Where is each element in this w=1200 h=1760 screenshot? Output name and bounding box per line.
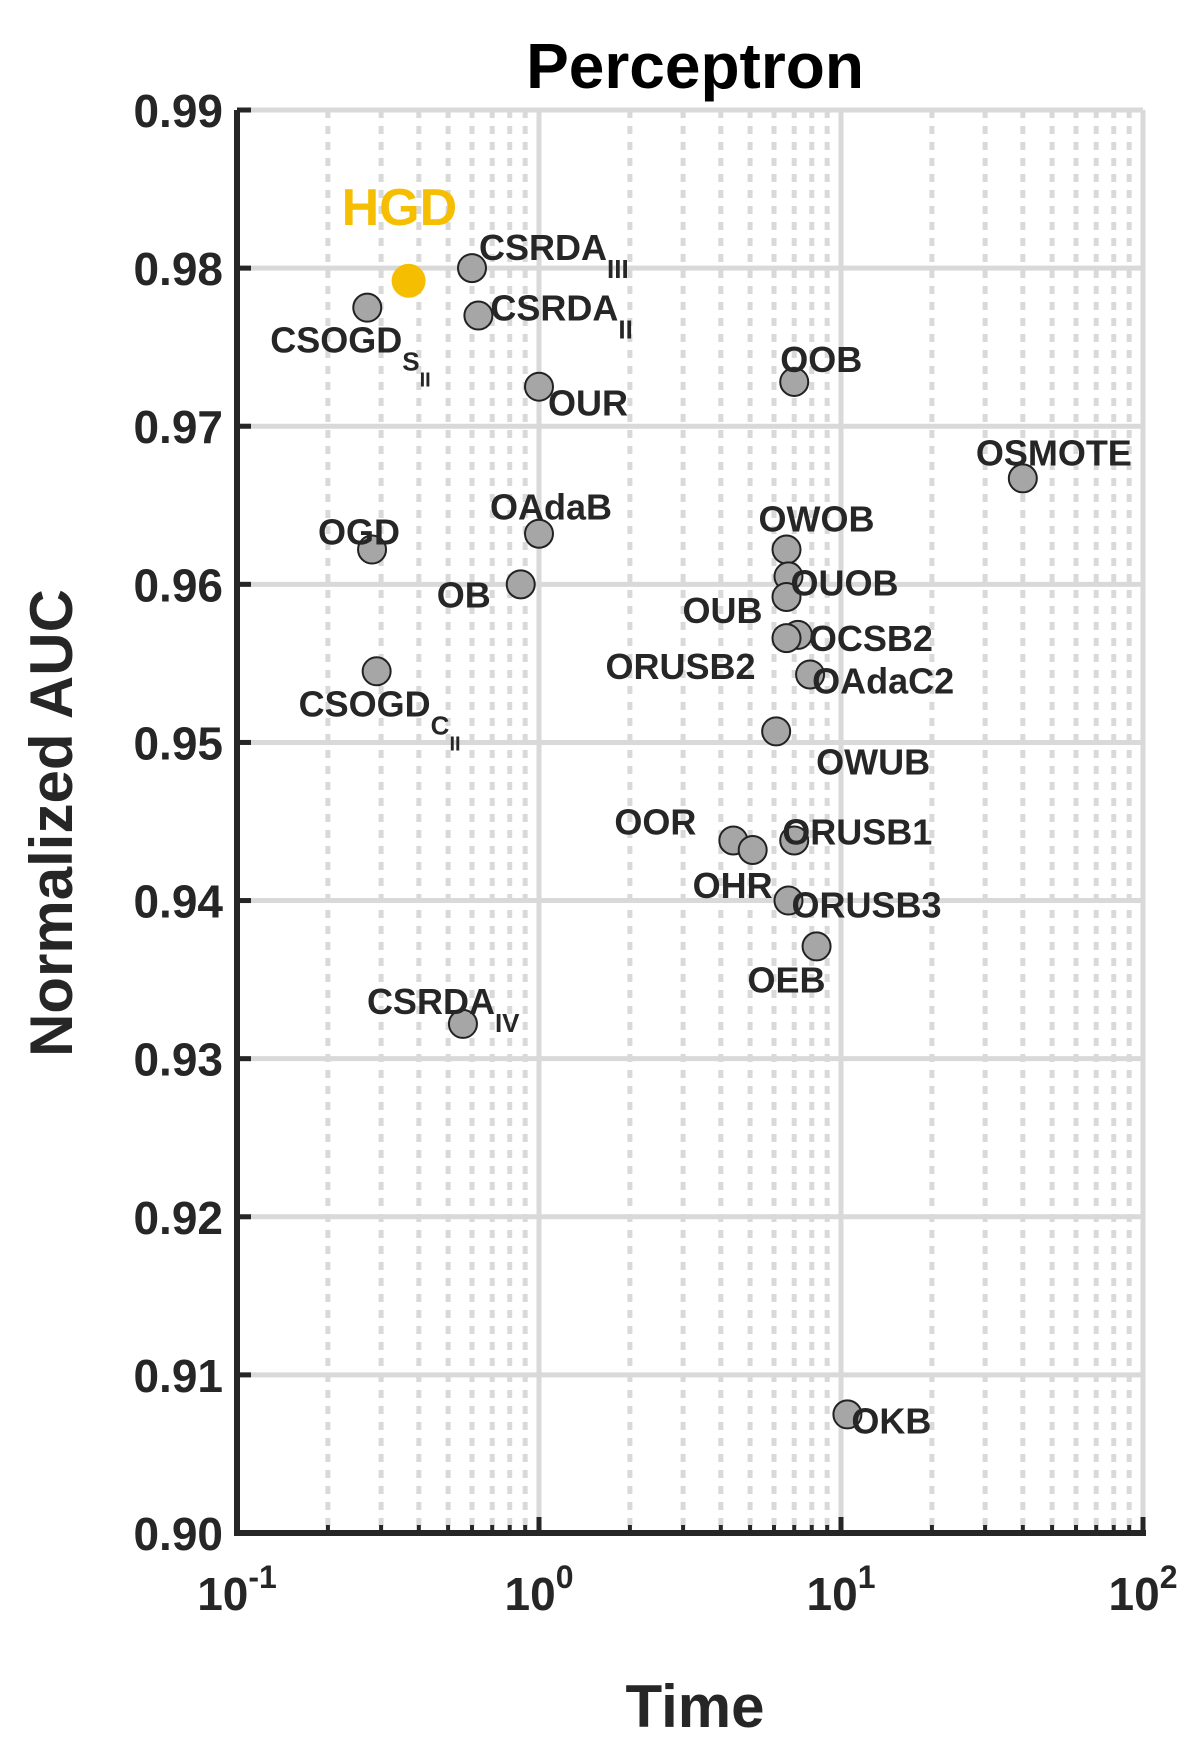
y-tick-label: 0.93 [133,1034,223,1086]
data-point [352,292,383,323]
data-point [1007,463,1038,494]
y-tick-label: 0.95 [133,717,223,769]
data-point [361,656,392,687]
data-point [505,569,536,600]
y-tick-label: 0.96 [133,559,223,611]
point-label: OUB [683,590,763,631]
point-label: CSRDAIV [367,981,520,1038]
grid-lines [234,107,1146,1536]
y-tick-label: 0.97 [133,401,223,453]
x-axis-label: Time [626,1673,765,1740]
data-point [779,825,810,856]
point-label: OKB [851,1400,931,1441]
point-label: ORUSB1 [782,811,932,852]
point-label: OGD [318,512,400,553]
data-point [761,716,792,747]
point-label: CSOGDSII [270,320,430,392]
point-label: CSRDAII [490,288,632,345]
data-point [801,931,832,962]
point-label: OAdaC2 [812,660,954,701]
data-point [795,659,826,690]
point-label: OSMOTE [976,432,1132,473]
x-tick-label: 102 [1109,1559,1178,1620]
point-label: OAdaB [490,487,612,528]
y-axis-label: Normalized AUC [18,589,85,1057]
data-point [737,834,768,865]
axes: 0.90 0.91 0.92 0.93 0.94 0.95 0.96 0.97 0.98 0.99… [133,85,1177,1620]
highlight-point [391,263,426,298]
y-tick-label: 0.99 [133,85,223,137]
data-point [457,253,488,284]
x-tick-label: 101 [807,1559,876,1620]
point-label: OEB [748,959,826,1000]
data-point [463,300,494,331]
point-label: OUOB [790,562,898,603]
point-label: OOR [614,801,696,842]
point-label: CSOGDCII [299,683,461,755]
chart-title: Perceptron [526,30,864,102]
point-label: ORUSB3 [791,885,941,926]
y-tick-label: 0.92 [133,1192,223,1244]
data-point [771,581,802,612]
data-point [524,518,554,549]
data-point [357,534,388,565]
data-points [352,253,1038,1430]
data-point [771,534,802,565]
highlight-label: HGD [342,179,458,237]
point-label: OCSB2 [809,618,933,659]
y-tick-label: 0.90 [133,1508,223,1560]
x-tick-label: 10-1 [197,1559,277,1620]
point-label: OWOB [759,499,875,540]
point-label: OHR [693,865,773,906]
point-label: OWUB [816,741,930,782]
data-point [832,1399,863,1430]
data-point [771,623,802,654]
y-tick-label: 0.98 [133,243,223,295]
data-point [524,371,554,402]
y-tick-label: 0.91 [133,1350,223,1402]
point-label: CSRDAIII [479,227,629,284]
y-tick-label: 0.94 [133,876,223,928]
point-label: OB [437,574,491,615]
point-label: OOB [780,339,862,380]
x-tick-label: 100 [505,1559,574,1620]
point-label: ORUSB2 [606,646,756,687]
point-label: OUR [548,383,628,424]
data-point [447,1008,478,1039]
data-point [773,885,804,916]
data-point [779,366,810,397]
